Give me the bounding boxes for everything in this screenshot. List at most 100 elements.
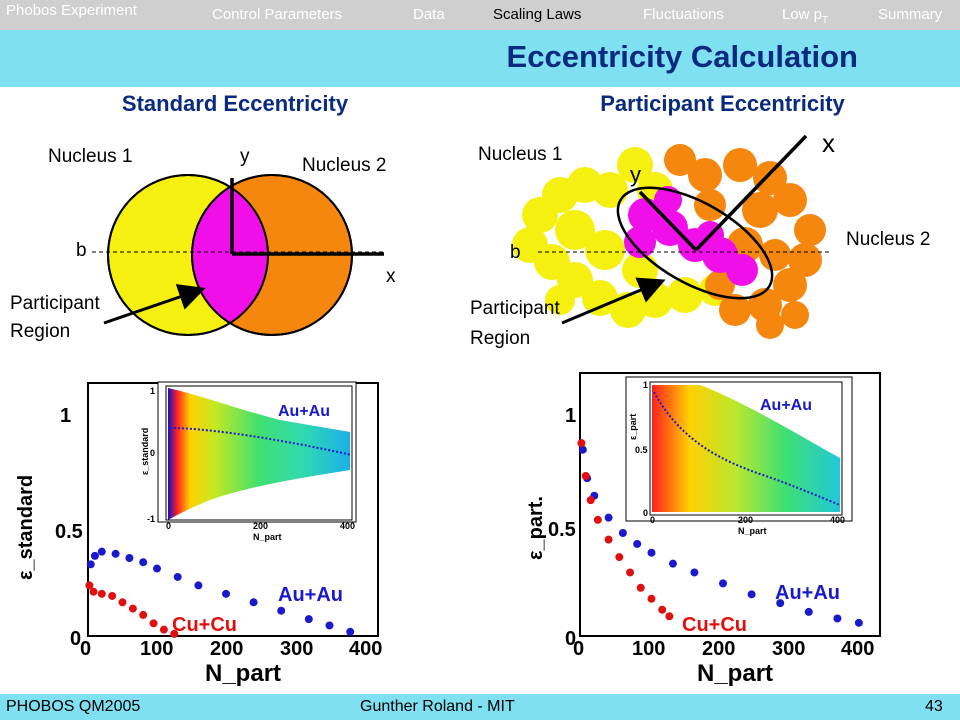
chart-participant-ytick-1: 1 [565,405,577,427]
chart-participant-xtick-300: 300 [772,638,806,660]
chart-standard-au-point [325,621,334,630]
chart-standard-cu-point [85,581,94,590]
standard-x-axis-label: x [386,266,396,287]
nav-item-low-pt-sub: T [822,15,829,26]
chart-participant-inset-mean-curve [653,391,841,506]
chart-participant-inset-ytick-0: 0 [643,508,649,518]
participant-region-ellipse [616,186,774,300]
chart-participant-au-point [719,579,727,588]
chart-standard-inset-label: Au+Au [278,403,330,420]
nav-item-low-pt[interactable]: Low pT [782,6,828,26]
chart-participant-inset-xlabel: N_part [738,526,767,536]
chart-standard-xtick-100: 100 [140,638,174,660]
chart-standard-inset-heatmap [168,388,350,520]
footer-page-number: 43 [925,698,943,715]
nav-item-control-parameters[interactable]: Control Parameters [212,6,343,23]
chart-participant-inset-label: Au+Au [760,397,812,414]
chart-standard-inset-xlabel: N_part [253,532,282,542]
chart-standard-cu-point [170,629,179,638]
chart-participant-ytick-0: 0 [565,628,577,650]
chart-standard-ylabel: ε_standard [15,474,37,580]
chart-participant-cu-point [577,439,586,448]
chart-standard-au-point [346,627,355,636]
chart-standard-au-point [97,547,106,556]
chart-standard-au-point [139,558,148,567]
standard-diagram [92,174,386,336]
chart-participant-au-point [618,528,627,537]
chart-standard-ytick-1: 1 [60,405,72,427]
chart-standard-au-point [304,615,313,624]
chart-participant-xlabel: N_part [697,660,774,687]
chart-standard-series-cu [85,581,179,638]
participant-x-axis [694,134,808,252]
chart-standard-inset-xtick-400: 400 [340,521,356,531]
chart-standard-au-point [125,553,134,562]
nav-item-data[interactable]: Data [413,6,445,23]
chart-participant-xtick-0: 0 [573,638,585,660]
chart-standard-inset-ytick-0: 0 [150,448,156,458]
chart-standard-legend-cu: Cu+Cu [172,614,237,636]
chart-participant-ytick-0-5: 0.5 [548,519,576,541]
chart-participant-cu-point [626,568,635,577]
participant-diagram [512,134,830,339]
chart-standard-inset [157,381,357,523]
chart-participant-ylabel: ε_part. [525,496,547,560]
participant-y-axis [638,190,698,252]
nav-brand[interactable]: Phobos Experiment [6,2,137,19]
standard-participant-arrow [103,284,206,325]
chart-standard-inset-ytick-1: 1 [150,386,156,396]
chart-standard-au-point [111,549,120,558]
chart-participant-au-point [668,559,677,568]
standard-y-axis-label: y [240,146,250,167]
chart-participant-inset-ytick-0-5: 0.5 [635,445,648,455]
chart-participant-au-point [804,607,813,616]
chart-standard-legend-au: Au+Au [278,584,343,606]
chart-standard-inset-ytick-m1: -1 [147,514,156,524]
chart-standard-xtick-300: 300 [280,638,314,660]
chart-participant-inset-frame [649,381,843,516]
chart-participant-cu-point [593,515,602,524]
chart-participant-inset-ylabel: ε_part [628,413,638,440]
nav-item-summary[interactable]: Summary [878,6,943,23]
participant-participant-label-1: Participant [470,298,560,319]
standard-impact-label: b [76,240,87,261]
chart-participant-series-cu [577,439,674,621]
chart-participant-xtick-100: 100 [632,638,666,660]
chart-standard-xtick-400: 400 [349,638,383,660]
standard-nucleus-2-label: Nucleus 2 [302,155,387,176]
chart-participant-au-point [633,539,642,548]
chart-participant-xtick-400: 400 [841,638,875,660]
chart-participant-inset-xtick-0: 0 [650,515,656,525]
chart-participant-cu-point [647,594,656,603]
chart-participant-au-point [854,618,863,627]
chart-standard-xtick-0: 0 [80,638,92,660]
chart-standard-series-au [86,547,355,636]
nav-item-fluctuations[interactable]: Fluctuations [643,6,724,23]
chart-participant-cu-point [581,472,590,481]
top-nav-bar: Phobos Experiment Control Parameters Dat… [0,0,960,30]
nav-item-scaling-laws[interactable]: Scaling Laws [493,6,582,23]
chart-participant-cu-point [636,583,645,592]
chart-standard-ytick-0-5: 0.5 [55,521,83,543]
chart-participant-frame [579,372,881,637]
chart-participant-cu-point [665,612,674,621]
slide-title: Eccentricity Calculation [506,39,858,74]
chart-standard-au-point [249,598,258,607]
chart-standard-cu-point [159,625,168,634]
title-bar: Eccentricity Calculation [0,30,960,87]
participant-impact-label: b [510,242,521,263]
chart-standard-cu-point [89,587,98,596]
chart-participant-au-point [578,445,587,454]
standard-participant-label-2: Region [10,321,71,342]
chart-standard-cu-point [128,604,137,613]
participant-participant-label-2: Region [470,328,531,349]
chart-standard-au-point [173,572,182,581]
chart-standard-cu-point [108,591,117,600]
chart-participant-legend-au: Au+Au [775,582,840,604]
participant-heading: Participant Eccentricity [600,91,845,116]
chart-participant-cu-point [586,496,595,505]
chart-participant-au-point [833,614,842,623]
chart-participant-au-point [690,568,699,577]
chart-participant-cu-point [604,535,613,544]
chart-standard-inset-ylabel: ε_standard [140,427,150,475]
